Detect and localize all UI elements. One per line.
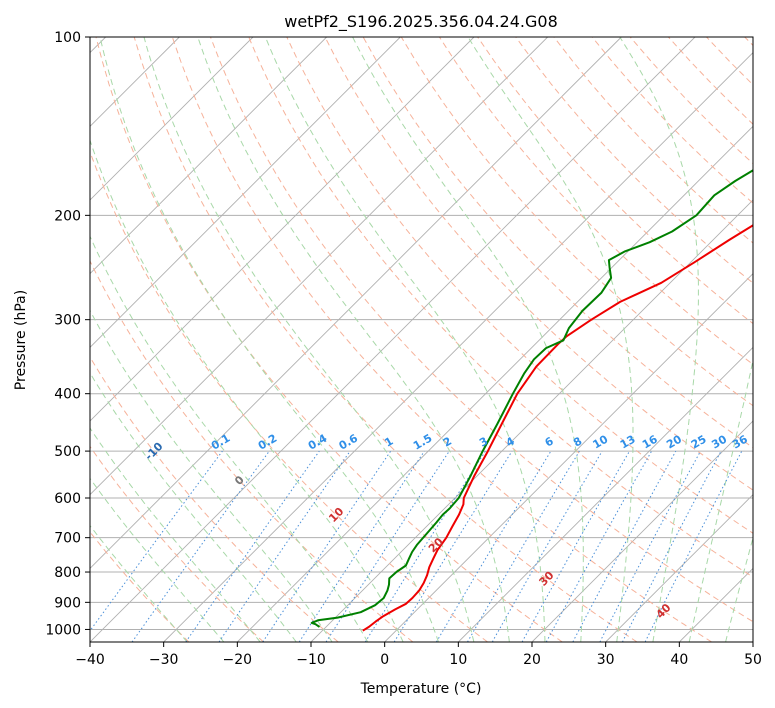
mixing-ratio-line [644,450,743,642]
moist-adiabat [688,357,753,642]
moist-adiabat [619,37,699,642]
y-tick-label: 800 [54,565,81,581]
moist-adiabat [90,427,261,642]
y-tick-label: 100 [54,30,81,46]
isotherm-30 [605,494,753,642]
x-tick-label: −10 [296,652,326,668]
y-tick-label: 300 [54,313,81,329]
x-axis: −40 −30 −20 −10 0 10 20 30 40 50 [75,642,762,668]
dry-adiabat [95,37,563,642]
isotherm--70 [90,37,475,422]
moist-adiabat [352,37,584,642]
plot-frame [89,36,754,643]
isotherm--20 [237,125,753,642]
dry-adiabat [171,37,712,642]
dry-adiabat [515,37,753,284]
moist-adiabat [143,37,475,642]
dry-adiabat [90,259,414,642]
x-tick-label: 40 [670,652,688,668]
dry-adiabat [133,37,638,642]
moist-adiabat [90,477,225,642]
isotherm--100 [90,37,254,201]
moist-adiabat [90,309,333,642]
dry-adiabat [90,356,339,642]
moist-adiabat [90,235,369,642]
moist-adiabat [264,37,546,642]
y-tick-label: 600 [54,491,81,507]
isotherm--50 [90,37,622,569]
isotherm--90 [90,37,327,275]
y-tick-label: 900 [54,595,81,611]
isotherm--80 [90,37,401,348]
y-tick-label: 200 [54,208,81,224]
mixing-ratio-line [393,450,513,642]
isotherm--60 [90,37,548,496]
x-tick-label: 20 [523,652,541,668]
isotherm-0 [384,273,753,642]
mixing-ratio-line [545,450,653,642]
profile-curves [310,169,753,632]
grid-layer [90,37,753,642]
chart-title: wetPf2_S196.2025.356.04.24.G08 [284,12,558,32]
dry-adiabat [286,37,753,534]
moist-adiabat [90,524,188,642]
mixing-ratio-line [90,450,223,632]
isotherm-20 [531,420,753,642]
dry-adiabat [210,37,753,623]
x-tick-label: 10 [449,652,467,668]
moist-adiabat [90,138,404,642]
isotherm--30 [163,52,753,642]
isotherm-10 [458,346,753,642]
y-tick-label: 1000 [45,622,81,638]
y-axis-title: Pressure (hPa) [13,290,29,390]
mixing-ratio-line [298,450,425,642]
moist-adiabat [725,536,753,642]
dry-adiabat [248,37,753,578]
y-tick-label: 400 [54,387,81,403]
mixing-ratio-line [131,450,270,642]
y-axis: 100 200 300 400 500 600 700 800 900 1000 [45,30,90,638]
dewpoint-profile [310,169,753,628]
x-tick-label: −30 [149,652,179,668]
y-tick-label: 500 [54,444,81,460]
x-tick-label: −20 [223,652,253,668]
mixing-ratio-line [572,450,677,642]
dry-adiabat [324,37,753,491]
isotherm--40 [90,37,696,642]
x-tick-label: 30 [597,652,615,668]
x-tick-label: −40 [75,652,105,668]
y-tick-label: 700 [54,531,81,547]
dry-adiabat [90,445,264,642]
x-tick-label: 0 [380,652,389,668]
x-tick-label: 50 [744,652,762,668]
mixing-ratio-line [262,450,392,642]
plot-area: -100-90-80-70-60-50-40-30-20-10010203040… [90,37,753,642]
moist-adiabat [90,371,297,642]
mixing-ratio-line [185,450,320,642]
mixing-ratio-line [218,450,351,642]
mixing-ratio-line [325,450,450,642]
x-axis-title: Temperature (°C) [360,681,482,697]
moist-adiabat [99,37,439,642]
temperature-profile [362,224,753,632]
mixing-ratio-line [521,450,630,642]
